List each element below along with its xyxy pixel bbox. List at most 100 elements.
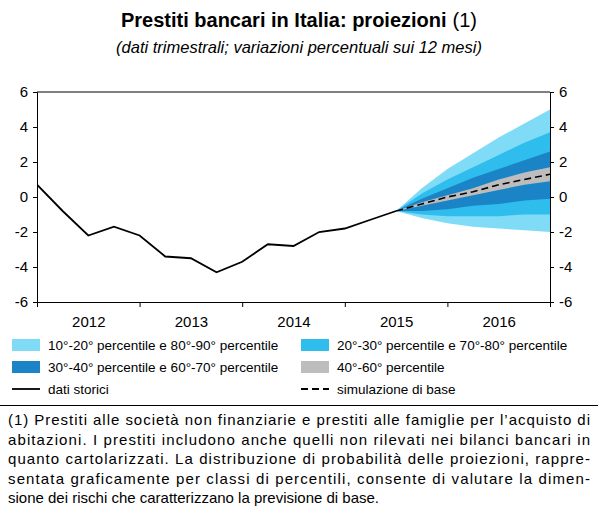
axis-line <box>551 93 555 303</box>
x-tick-mark <box>242 302 243 307</box>
fan-band <box>396 132 550 216</box>
legend-label: simulazione di base <box>337 382 456 397</box>
y-left-tick-label: 2 <box>20 153 28 170</box>
legend-swatch <box>301 361 329 373</box>
y-right-tick-label: -4 <box>559 258 572 275</box>
footnote-line: (1) Prestiti alle società non finanziari… <box>8 411 590 428</box>
x-tick-mark <box>37 302 38 307</box>
legend-label: 10°-20° percentile e 80°-90° percentile <box>48 338 278 353</box>
y-right-tick-mark <box>550 127 554 128</box>
x-tick-mark <box>345 302 346 307</box>
y-right-axis: -6 -4 -2 0 2 4 6 <box>550 83 572 310</box>
fan-band <box>396 167 550 211</box>
y-right-tick-mark <box>550 92 554 93</box>
subtitle: (dati trimestrali; variazioni percentual… <box>116 38 482 56</box>
y-right-tick-mark <box>550 162 554 163</box>
x-tick: 2016 <box>448 302 516 330</box>
x-tick: 2014 <box>243 302 311 330</box>
note-rule <box>0 405 598 406</box>
footnote-line: abitazioni. I prestiti includono anche q… <box>8 431 590 448</box>
fan-band <box>396 152 550 212</box>
y-right-tick: -4 <box>550 258 572 275</box>
y-left-tick: 4 <box>20 118 37 135</box>
y-left-tick-mark <box>33 232 37 233</box>
axis-line <box>33 93 38 303</box>
x-tick-label: 2016 <box>483 313 516 330</box>
legend-item: 20°-30° percentile e 70°-80° percentile <box>301 338 567 353</box>
x-tick: 2013 <box>140 302 208 330</box>
legend-item: 10°-20° percentile e 80°-90° percentile <box>12 338 278 353</box>
y-right-tick-label: 2 <box>559 153 567 170</box>
y-left-tick-label: -2 <box>15 223 28 240</box>
y-left-tick-label: -4 <box>15 258 28 275</box>
y-left-tick-mark <box>33 197 37 198</box>
y-left-axis: -6 -4 -2 0 2 4 6 <box>15 83 38 310</box>
legend-swatch <box>12 388 40 390</box>
y-right-tick: -6 <box>550 293 572 310</box>
x-tick-mark <box>140 302 141 307</box>
y-right-tick-label: 0 <box>559 188 567 205</box>
y-right-tick: -2 <box>550 223 572 240</box>
y-left-tick-mark <box>33 127 37 128</box>
x-tick-label: 2013 <box>175 313 208 330</box>
y-left-tick-mark <box>33 162 37 163</box>
axis-line <box>38 303 551 308</box>
y-right-tick: 6 <box>550 83 567 100</box>
footnote-line: sione dei rischi che caratterizzano la p… <box>8 489 379 506</box>
y-right-tick-label: -6 <box>559 293 572 310</box>
y-right-tick-label: 4 <box>559 118 567 135</box>
y-left-tick-mark <box>33 92 37 93</box>
footnote-line: quanto cartolarizzati. La distribuzione … <box>8 450 590 467</box>
x-tick: 2015 <box>345 302 413 330</box>
legend-item: simulazione di base <box>301 382 456 397</box>
y-left-tick-label: 0 <box>20 188 28 205</box>
x-axis: 2012 2013 2014 2015 2016 <box>38 302 551 330</box>
x-tick: 2012 <box>38 302 106 330</box>
legend-swatch <box>12 339 40 351</box>
legend-swatch <box>301 388 329 390</box>
y-left-tick-label: 4 <box>20 118 28 135</box>
y-left-tick-mark <box>33 267 37 268</box>
y-right-tick-mark <box>550 197 554 198</box>
y-left-tick: -4 <box>15 258 37 275</box>
x-tick-label: 2015 <box>380 313 413 330</box>
legend-swatch <box>12 361 40 373</box>
legend-swatch <box>301 339 329 351</box>
y-right-tick-mark <box>550 267 554 268</box>
y-left-tick-label: -6 <box>15 293 28 310</box>
title: Prestiti bancari in Italia: proiezioni <box>121 9 447 31</box>
baseline-line <box>396 174 550 211</box>
x-tick-mark <box>447 302 448 307</box>
legend: 10°-20° percentile e 80°-90° percentile 2… <box>12 338 567 397</box>
y-right-tick: 0 <box>550 188 567 205</box>
y-right-tick: 4 <box>550 118 567 135</box>
plot-frame <box>37 92 550 93</box>
footnote-line: sentata graficamente per classi di perce… <box>8 470 590 487</box>
legend-label: 20°-30° percentile e 70°-80° percentile <box>337 338 567 353</box>
y-right-tick-mark <box>550 232 554 233</box>
legend-item: 40°-60° percentile <box>301 360 445 375</box>
y-left-tick: 6 <box>20 83 37 100</box>
x-tick-label: 2012 <box>72 313 105 330</box>
legend-label: 30°-40° percentile e 60°-70° percentile <box>48 360 278 375</box>
chart: Prestiti bancari in Italia: proiezioni (1… <box>0 0 598 514</box>
y-left-tick: -6 <box>15 293 37 310</box>
history-line <box>37 185 396 273</box>
plot-area <box>37 110 550 273</box>
fan-band <box>396 110 550 233</box>
legend-label: dati storici <box>48 382 109 397</box>
y-left-tick-mark <box>33 302 37 303</box>
title-note: (1) <box>453 9 477 31</box>
y-right-tick-label: 6 <box>559 83 567 100</box>
y-left-tick-label: 6 <box>20 83 28 100</box>
y-left-tick: 0 <box>20 188 37 205</box>
x-tick-label: 2014 <box>277 313 310 330</box>
y-right-tick-label: -2 <box>559 223 572 240</box>
legend-item: 30°-40° percentile e 60°-70° percentile <box>12 360 278 375</box>
y-right-tick: 2 <box>550 153 567 170</box>
legend-item: dati storici <box>12 382 109 397</box>
title-group: Prestiti bancari in Italia: proiezioni (1… <box>121 9 477 31</box>
y-left-tick: -2 <box>15 223 37 240</box>
footnote: (1) Prestiti alle società non finanziari… <box>8 411 590 506</box>
legend-label: 40°-60° percentile <box>337 360 445 375</box>
